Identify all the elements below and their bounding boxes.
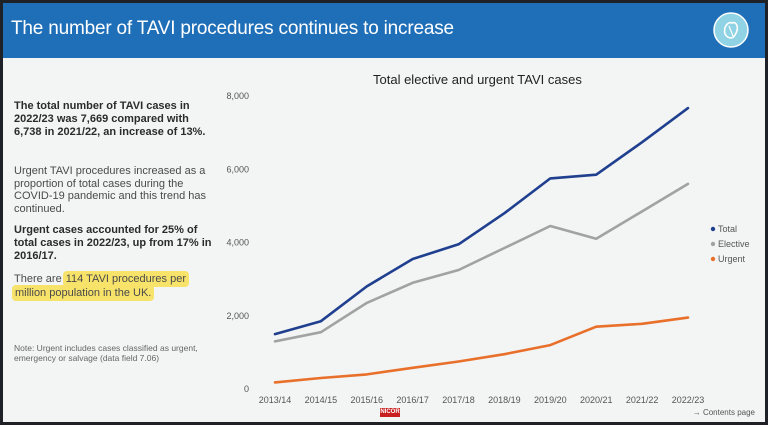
y-tick-label: 0 [244,384,249,394]
x-tick-label: 2018/19 [488,395,521,405]
nicor-logo: NICOR [380,408,400,417]
legend-marker-total [711,227,715,231]
y-tick-label: 2,000 [226,311,249,321]
arrow-right-icon: → [693,408,701,417]
legend-marker-elective [711,242,715,246]
x-tick-label: 2019/20 [534,395,567,405]
legend-label-urgent: Urgent [718,254,746,264]
y-tick-label: 6,000 [226,164,249,174]
x-tick-label: 2016/17 [396,395,429,405]
contents-page-label: Contents page [703,408,755,417]
x-tick-label: 2014/15 [305,395,338,405]
contents-page-link[interactable]: → Contents page [693,408,755,417]
y-tick-label: 8,000 [226,91,249,101]
x-tick-label: 2020/21 [580,395,613,405]
y-tick-label: 4,000 [226,238,249,248]
line-chart: 0 2,000 4,000 6,000 8,000 2013/14 2014/15 2015/… [3,3,765,422]
x-tick-label: 2015/16 [351,395,384,405]
x-tick-label: 2017/18 [442,395,475,405]
x-tick-label: 2022/23 [672,395,705,405]
legend-label-elective: Elective [718,239,750,249]
slide: The number of TAVI procedures continues … [3,3,765,422]
x-tick-label: 2021/22 [626,395,659,405]
legend-label-total: Total [718,224,737,234]
series-line-elective [275,184,688,342]
x-tick-label: 2013/14 [259,395,292,405]
series-line-urgent [275,318,688,383]
legend-marker-urgent [711,257,715,261]
